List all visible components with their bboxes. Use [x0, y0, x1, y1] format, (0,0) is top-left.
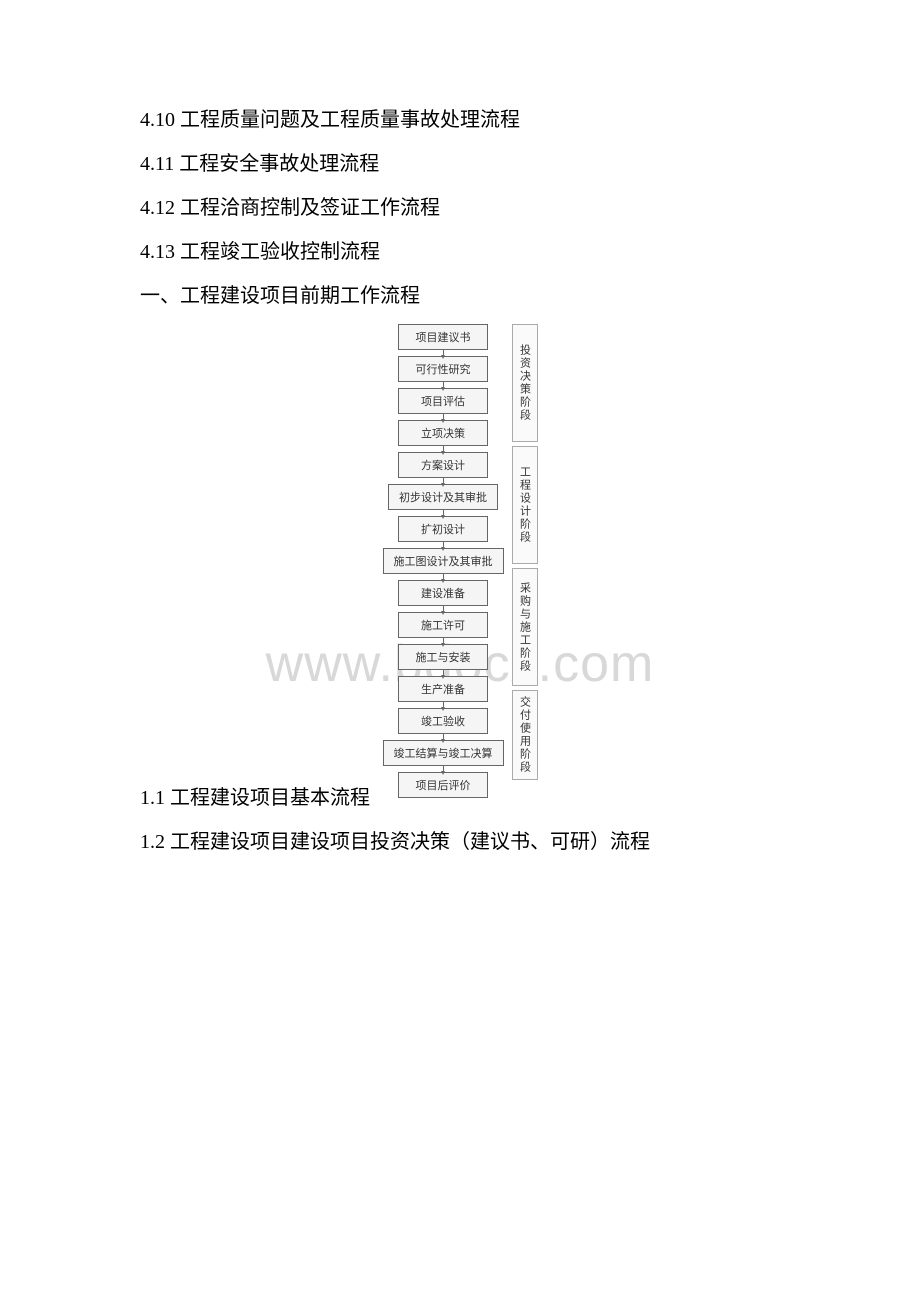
flow-arrow-icon — [443, 446, 444, 452]
flow-box: 建设准备 — [398, 580, 488, 606]
toc-item-4-13: 4.13 工程竣工验收控制流程 — [140, 232, 780, 272]
flow-box: 项目建议书 — [398, 324, 488, 350]
flow-box: 竣工结算与竣工决算 — [383, 740, 504, 766]
flow-box: 立项决策 — [398, 420, 488, 446]
flow-arrow-icon — [443, 638, 444, 644]
flow-box: 项目评估 — [398, 388, 488, 414]
section-1-heading: 一、工程建设项目前期工作流程 — [140, 276, 780, 316]
flow-box: 项目后评价 — [398, 772, 488, 798]
flow-box: 施工与安装 — [398, 644, 488, 670]
flow-arrow-icon — [443, 414, 444, 420]
flow-arrow-icon — [443, 606, 444, 612]
flowchart: 项目建议书可行性研究项目评估立项决策方案设计初步设计及其审批扩初设计施工图设计及… — [383, 324, 538, 798]
phase-box: 工程设计阶段 — [512, 446, 538, 564]
phase-box: 交付使用阶段 — [512, 690, 538, 780]
flow-arrow-icon — [443, 510, 444, 516]
flow-box: 初步设计及其审批 — [388, 484, 498, 510]
toc-item-4-12: 4.12 工程洽商控制及签证工作流程 — [140, 188, 780, 228]
flow-arrow-icon — [443, 766, 444, 772]
flow-box: 扩初设计 — [398, 516, 488, 542]
flow-arrow-icon — [443, 350, 444, 356]
flow-box: 生产准备 — [398, 676, 488, 702]
flow-box: 施工许可 — [398, 612, 488, 638]
toc-item-4-11: 4.11 工程安全事故处理流程 — [140, 144, 780, 184]
caption-1-2: 1.2 工程建设项目建设项目投资决策（建议书、可研）流程 — [140, 822, 780, 862]
flow-arrow-icon — [443, 382, 444, 388]
flowchart-container: www.bdocx.com 项目建议书可行性研究项目评估立项决策方案设计初步设计… — [140, 324, 780, 798]
flow-arrow-icon — [443, 702, 444, 708]
phase-box: 采购与施工阶段 — [512, 568, 538, 686]
flow-arrow-icon — [443, 478, 444, 484]
flow-arrow-icon — [443, 542, 444, 548]
flow-arrow-icon — [443, 734, 444, 740]
flowchart-boxes-column: 项目建议书可行性研究项目评估立项决策方案设计初步设计及其审批扩初设计施工图设计及… — [383, 324, 504, 798]
flow-box: 竣工验收 — [398, 708, 488, 734]
phase-box: 投资决策阶段 — [512, 324, 538, 442]
flow-box: 方案设计 — [398, 452, 488, 478]
toc-item-4-10: 4.10 工程质量问题及工程质量事故处理流程 — [140, 100, 780, 140]
flow-arrow-icon — [443, 574, 444, 580]
flow-box: 可行性研究 — [398, 356, 488, 382]
flow-box: 施工图设计及其审批 — [383, 548, 504, 574]
flowchart-phases-column: 投资决策阶段工程设计阶段采购与施工阶段交付使用阶段 — [512, 324, 538, 780]
flow-arrow-icon — [443, 670, 444, 676]
